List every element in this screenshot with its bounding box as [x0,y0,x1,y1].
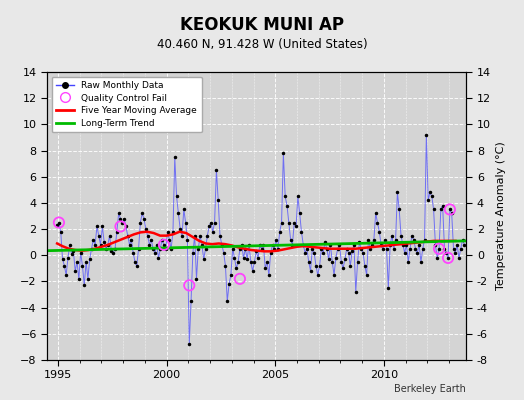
Point [446,206,454,213]
Y-axis label: Temperature Anomaly (°C): Temperature Anomaly (°C) [496,142,507,290]
Legend: Raw Monthly Data, Quality Control Fail, Five Year Moving Average, Long-Term Tren: Raw Monthly Data, Quality Control Fail, … [52,76,202,132]
Text: 40.460 N, 91.428 W (United States): 40.460 N, 91.428 W (United States) [157,38,367,51]
Point [160,242,168,248]
Point [444,255,452,261]
Text: Berkeley Earth: Berkeley Earth [395,384,466,394]
Point [236,276,244,282]
Point [116,223,125,230]
Text: KEOKUK MUNI AP: KEOKUK MUNI AP [180,16,344,34]
Point [435,246,443,252]
Point [54,219,63,226]
Point [185,282,193,288]
